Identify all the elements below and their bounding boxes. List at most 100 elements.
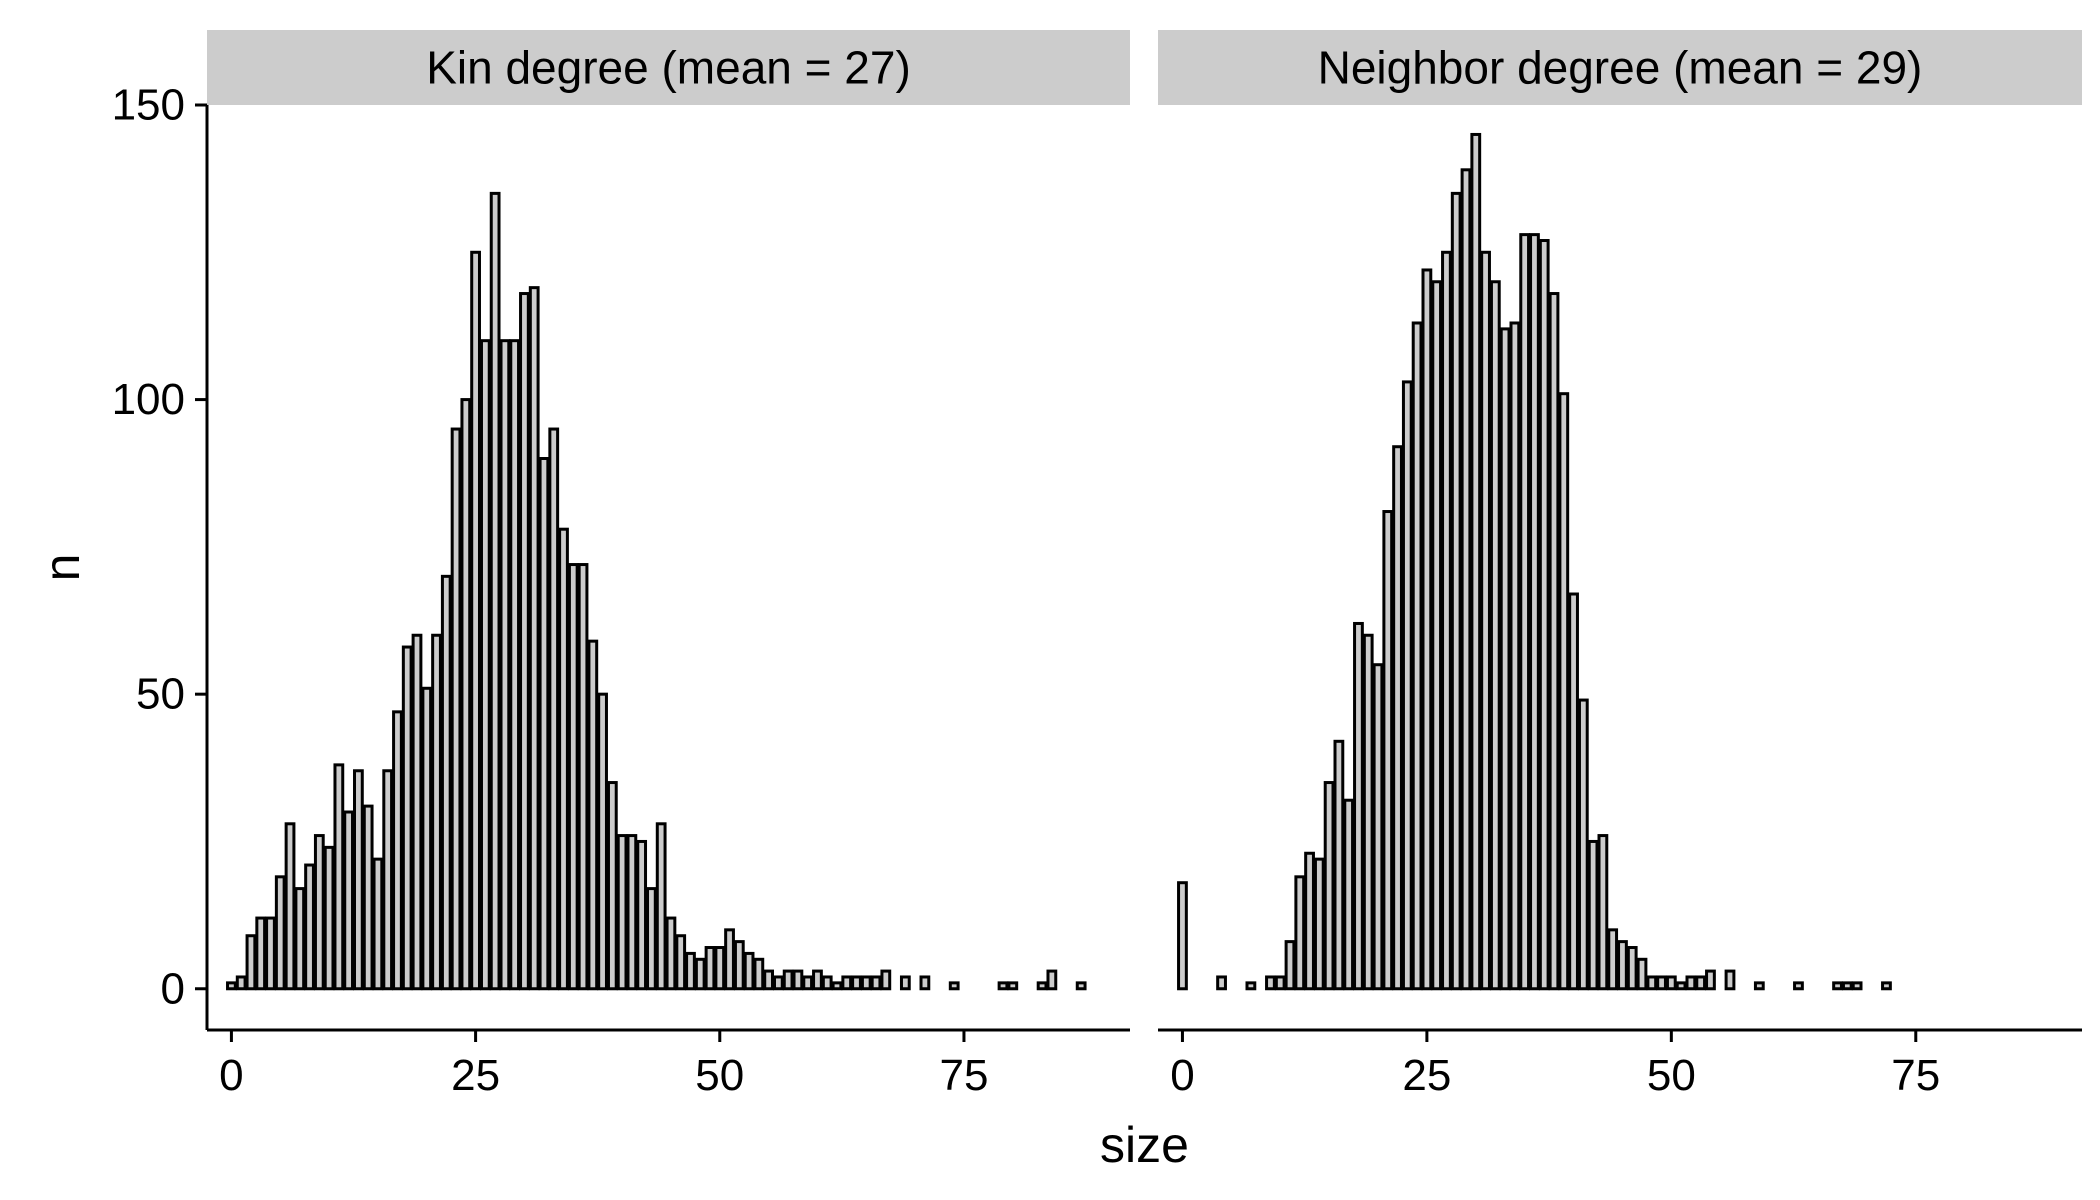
histogram-bar <box>1460 168 1472 991</box>
histogram-bar <box>587 639 599 991</box>
histogram-bar <box>1421 268 1433 991</box>
histogram-bar <box>1656 975 1667 991</box>
histogram-bar <box>1793 981 1804 991</box>
histogram-bar <box>606 781 618 991</box>
histogram-bar <box>1304 851 1315 991</box>
x-tick-label: 75 <box>939 1051 988 1100</box>
histogram-bar <box>694 957 706 991</box>
histogram-bar <box>1401 380 1413 991</box>
kin-degree-strip-title: Kin degree (mean = 27) <box>426 42 911 94</box>
y-tick-label: 50 <box>136 670 185 719</box>
histogram-bar <box>1362 633 1374 991</box>
histogram-bar <box>1724 969 1736 991</box>
histogram-bar <box>1216 975 1227 991</box>
histogram-bar <box>1313 857 1325 991</box>
histogram-bar <box>821 975 833 991</box>
histogram-bar <box>519 292 530 991</box>
histogram-bar <box>1245 981 1257 991</box>
histogram-bar <box>489 191 501 991</box>
histogram-bar <box>1617 940 1628 991</box>
histogram-bar <box>460 398 472 991</box>
histogram-bar <box>470 250 481 991</box>
histogram-bar <box>284 822 296 991</box>
histogram-bar <box>1265 975 1276 991</box>
histogram-bar <box>304 863 315 991</box>
neighbor-degree-x-axis: 0 25 50 75 <box>1158 1028 2082 1100</box>
neighbor-degree-bars <box>1177 132 1892 991</box>
kin-degree-x-axis: 0 25 50 75 <box>207 1028 1130 1100</box>
histogram-bar <box>1587 839 1599 991</box>
histogram-bar <box>421 686 433 991</box>
histogram-bar <box>802 975 814 991</box>
histogram-bar <box>1075 981 1087 991</box>
histogram-bar <box>743 951 755 991</box>
histogram-bar <box>1036 981 1048 991</box>
histogram-bar <box>860 975 872 991</box>
histogram-bar <box>274 875 286 991</box>
histogram-bar <box>1372 663 1384 991</box>
histogram-bar <box>1046 969 1058 991</box>
histogram-bar <box>646 887 657 991</box>
histogram-bar <box>294 887 306 991</box>
histogram-bar <box>548 427 560 991</box>
histogram-bar <box>1177 881 1188 991</box>
histogram-bar <box>997 981 1009 991</box>
kin-degree-strip <box>207 30 1130 105</box>
y-axis: 0 50 100 150 <box>112 81 209 1030</box>
histogram-bar <box>1675 981 1687 991</box>
histogram-bar <box>1685 975 1697 991</box>
histogram-bar <box>343 810 355 991</box>
histogram-bar <box>1007 981 1019 991</box>
histogram-bar <box>479 339 491 991</box>
histogram-bar <box>265 916 276 991</box>
x-tick-label: 0 <box>219 1051 243 1100</box>
histogram-bar <box>1450 191 1462 991</box>
kin-degree-panel: Kin degree (mean = 27) 0 25 50 75 <box>207 30 1130 1100</box>
histogram-bar <box>499 339 511 991</box>
histogram-bar <box>333 763 345 991</box>
kin-degree-bars <box>226 191 1087 991</box>
histogram-bar <box>1509 321 1521 991</box>
histogram-bar <box>235 975 247 991</box>
histogram-bar <box>1382 510 1394 991</box>
histogram-bar <box>528 286 540 991</box>
histogram-bar <box>1431 280 1443 991</box>
histogram-bar <box>1636 957 1648 991</box>
histogram-bar <box>1323 781 1335 991</box>
histogram-bar <box>1343 798 1355 991</box>
histogram-bar <box>655 822 667 991</box>
histogram-bar <box>450 427 462 991</box>
histogram-bar <box>1832 981 1843 991</box>
x-tick-label: 0 <box>1170 1051 1194 1100</box>
histogram-bar <box>616 834 628 991</box>
histogram-bar <box>870 975 882 991</box>
histogram-bar <box>1470 132 1482 991</box>
histogram-bar <box>1705 969 1716 991</box>
histogram-bar <box>401 645 413 991</box>
histogram-bar <box>1274 975 1286 991</box>
histogram-bar <box>675 934 687 991</box>
y-axis-title: n <box>34 554 90 582</box>
x-tick-label: 25 <box>1402 1051 1451 1100</box>
histogram-bar <box>763 969 774 991</box>
histogram-bar <box>1753 981 1765 991</box>
histogram-bar <box>899 975 911 991</box>
y-tick-label: 0 <box>161 964 185 1013</box>
histogram-bar <box>577 563 589 991</box>
histogram-bar <box>685 951 696 991</box>
histogram-bar <box>1881 981 1892 991</box>
histogram-bar <box>1548 292 1560 991</box>
histogram-bar <box>626 834 638 991</box>
neighbor-degree-panel: Neighbor degree (mean = 29) 0 25 50 75 <box>1158 30 2082 1100</box>
histogram-bar <box>841 975 853 991</box>
histogram-bar <box>1499 327 1511 991</box>
histogram-bar <box>1665 975 1677 991</box>
histogram-bar <box>1294 875 1306 991</box>
histogram-bar <box>411 633 423 991</box>
histogram-bar <box>313 834 325 991</box>
histogram-bar <box>733 940 745 991</box>
neighbor-degree-strip-title: Neighbor degree (mean = 29) <box>1318 42 1923 94</box>
histogram-bar <box>773 975 784 991</box>
histogram-bar <box>948 981 960 991</box>
histogram-bar <box>558 527 569 991</box>
